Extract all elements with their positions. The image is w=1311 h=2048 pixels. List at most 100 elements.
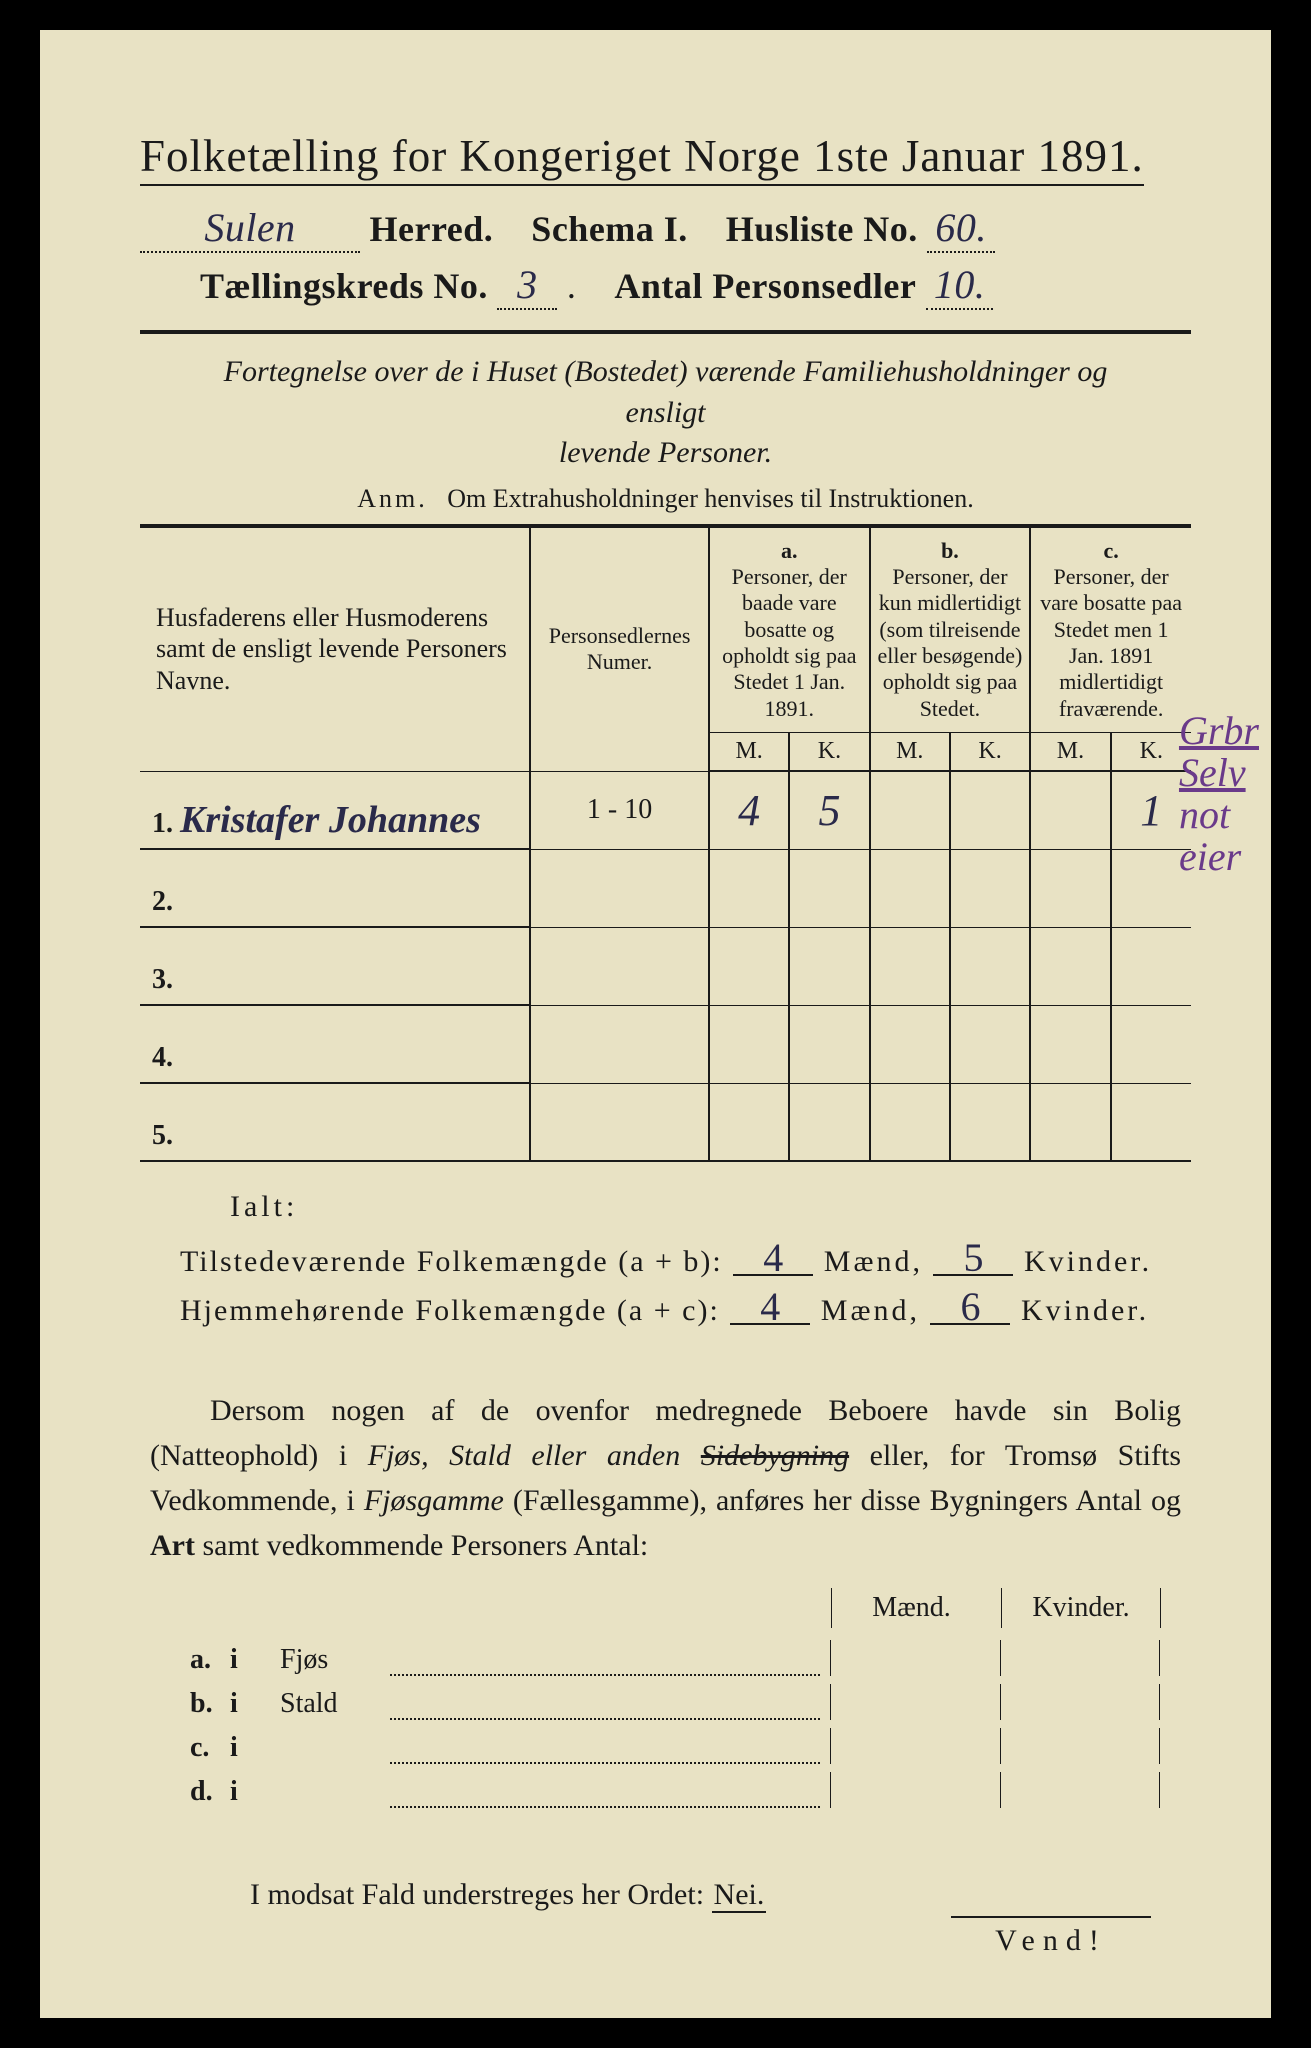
abcd-m-box bbox=[830, 1684, 990, 1720]
abcd-row: b.iStald bbox=[190, 1684, 1191, 1720]
col-c-m: M. bbox=[1030, 733, 1110, 771]
abcd-m-box bbox=[830, 1772, 990, 1808]
maend-label2: Mænd, bbox=[821, 1294, 920, 1327]
table-row: 5. bbox=[140, 1083, 1191, 1161]
col-a-m: M. bbox=[709, 733, 789, 771]
cell-cM bbox=[1030, 771, 1110, 849]
margin-note-2: Selv bbox=[1179, 752, 1259, 794]
abcd-row: a.iFjøs bbox=[190, 1640, 1191, 1676]
cell-num bbox=[530, 1005, 709, 1083]
abcd-dots bbox=[390, 1744, 820, 1764]
cell-aK bbox=[789, 1083, 869, 1161]
cell-aK bbox=[789, 1005, 869, 1083]
cell-cK bbox=[1111, 1005, 1191, 1083]
abcd-k-box bbox=[1000, 1728, 1160, 1764]
abcd-i: i bbox=[230, 1732, 280, 1764]
cell-bK bbox=[950, 927, 1030, 1005]
para-t3: (Fællesgamme), anføres her disse Bygning… bbox=[504, 1484, 1181, 1517]
title: Folketælling for Kongeriget Norge 1ste J… bbox=[140, 130, 1144, 186]
col-a-k: K. bbox=[789, 733, 869, 771]
cell-aM bbox=[709, 1005, 789, 1083]
para-art: Art bbox=[150, 1529, 195, 1562]
cell-aK bbox=[789, 849, 869, 927]
abcd-label: c. bbox=[190, 1732, 230, 1764]
cell-bM bbox=[870, 927, 950, 1005]
cell-bK bbox=[950, 1083, 1030, 1161]
ialt-label: Ialt: bbox=[230, 1190, 1191, 1224]
margin-note-3: not bbox=[1179, 794, 1259, 836]
abcd-row: c.i bbox=[190, 1728, 1191, 1764]
abcd-what: Stald bbox=[280, 1688, 390, 1720]
row-name-cell: 3. bbox=[140, 927, 530, 1005]
tilstede-m: 4 bbox=[733, 1242, 813, 1276]
cell-bM bbox=[870, 771, 950, 849]
abcd-k-box bbox=[1000, 1640, 1160, 1676]
col-c-label: c. bbox=[1037, 538, 1185, 564]
table-row: 3. bbox=[140, 927, 1191, 1005]
tilstede-line: Tilstedeværende Folkemængde (a + b): 4 M… bbox=[180, 1242, 1191, 1279]
abcd-dots bbox=[390, 1788, 820, 1808]
abcd-label: b. bbox=[190, 1688, 230, 1720]
cell-aK: 5 bbox=[789, 771, 869, 849]
dersom-para: Dersom nogen af de ovenfor medregnede Be… bbox=[150, 1388, 1181, 1568]
abcd-dots bbox=[390, 1656, 820, 1676]
husliste-label: Husliste No. bbox=[726, 209, 918, 249]
abcd-k-box bbox=[1000, 1684, 1160, 1720]
nei-word: Nei. bbox=[712, 1878, 767, 1913]
header-line-1: Sulen Herred. Schema I. Husliste No. 60. bbox=[140, 204, 1191, 253]
hjemme-m: 4 bbox=[730, 1291, 810, 1325]
abcd-i: i bbox=[230, 1776, 280, 1808]
cell-bK bbox=[950, 771, 1030, 849]
cell-num bbox=[530, 1083, 709, 1161]
abcd-i: i bbox=[230, 1688, 280, 1720]
col-name-header: Husfaderens eller Husmoderens samt de en… bbox=[140, 526, 530, 772]
kvinder-label2: Kvinder. bbox=[1021, 1294, 1149, 1327]
col-b-header: b. Personer, der kun midlertidigt (som t… bbox=[870, 526, 1031, 733]
cell-cK bbox=[1111, 1083, 1191, 1161]
col-a-header: a. Personer, der baade vare bosatte og o… bbox=[709, 526, 870, 733]
margin-note-1: Grbr bbox=[1179, 710, 1259, 752]
para-fjosgamme: Fjøsgamme bbox=[364, 1484, 504, 1517]
para-fjos: Fjøs, Stald eller anden bbox=[368, 1439, 701, 1472]
mk-columns-header: Mænd. Kvinder. bbox=[140, 1588, 1161, 1628]
cell-cM bbox=[1030, 927, 1110, 1005]
herred-label: Herred. bbox=[370, 209, 494, 249]
col-c-text: Personer, der vare bosatte paa Stedet me… bbox=[1037, 564, 1185, 722]
col-a-text: Personer, der baade vare bosatte og opho… bbox=[716, 564, 863, 722]
row-name-cell: 5. bbox=[140, 1083, 530, 1161]
cell-cK bbox=[1111, 927, 1191, 1005]
antal-value: 10. bbox=[926, 261, 994, 310]
abcd-dots bbox=[390, 1700, 820, 1720]
table-row: 4. bbox=[140, 1005, 1191, 1083]
abcd-m-box bbox=[830, 1640, 990, 1676]
abcd-m-box bbox=[830, 1728, 990, 1764]
table-row: 1. Kristafer Johannes1 - 10451 bbox=[140, 771, 1191, 849]
cell-bK bbox=[950, 849, 1030, 927]
herred-value: Sulen bbox=[140, 204, 360, 253]
fortegnelse: Fortegnelse over de i Huset (Bostedet) v… bbox=[180, 352, 1151, 474]
antal-label: Antal Personsedler bbox=[614, 266, 916, 306]
row-name-cell: 4. bbox=[140, 1005, 530, 1083]
anm-line: Anm. Om Extrahusholdninger henvises til … bbox=[140, 484, 1191, 514]
col-b-text: Personer, der kun midlertidigt (som tilr… bbox=[877, 564, 1024, 722]
anm-text: Om Extrahusholdninger henvises til Instr… bbox=[447, 484, 973, 513]
modsat-text: I modsat Fald understreges her Ordet: bbox=[250, 1878, 704, 1911]
fortegnelse-line1: Fortegnelse over de i Huset (Bostedet) v… bbox=[224, 355, 1108, 429]
husliste-value: 60. bbox=[927, 204, 995, 253]
tilstede-label: Tilstedeværende Folkemængde (a + b): bbox=[180, 1245, 723, 1278]
abcd-label: a. bbox=[190, 1644, 230, 1676]
maend-label: Mænd, bbox=[824, 1245, 923, 1278]
kreds-value: 3 bbox=[497, 261, 557, 310]
cell-bM bbox=[870, 1005, 950, 1083]
mk-k: Kvinder. bbox=[1001, 1588, 1161, 1628]
hjemme-label: Hjemmehørende Folkemængde (a + c): bbox=[180, 1294, 720, 1327]
hjemme-line: Hjemmehørende Folkemængde (a + c): 4 Mæn… bbox=[180, 1291, 1191, 1328]
cell-aK bbox=[789, 927, 869, 1005]
divider bbox=[140, 330, 1191, 334]
cell-bM bbox=[870, 849, 950, 927]
cell-aM bbox=[709, 1083, 789, 1161]
anm-label: Anm. bbox=[357, 484, 428, 513]
table-row: 2. bbox=[140, 849, 1191, 927]
row-name-cell: 2. bbox=[140, 849, 530, 927]
cell-bK bbox=[950, 1005, 1030, 1083]
